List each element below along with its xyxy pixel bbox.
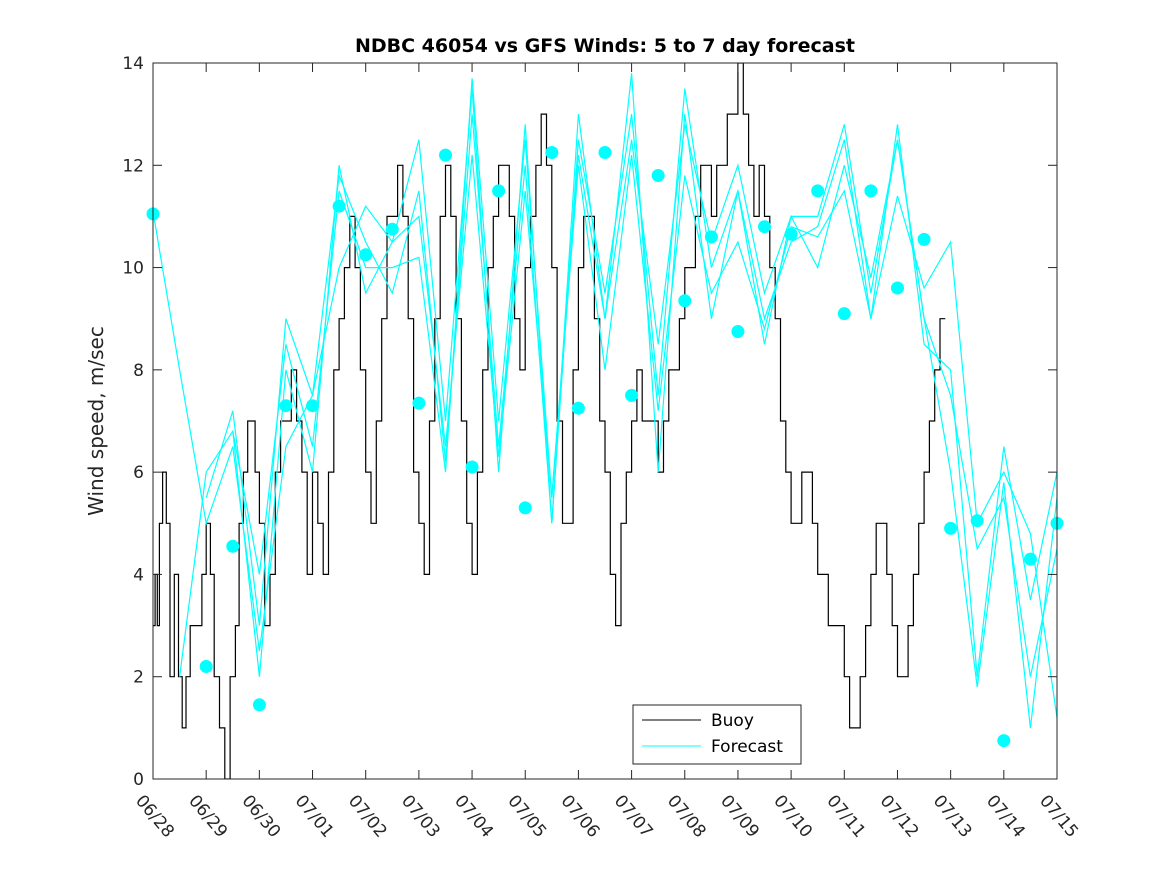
forecast-point	[385, 222, 399, 236]
legend: Buoy Forecast	[632, 704, 802, 765]
forecast-point	[465, 460, 479, 474]
forecast-point	[359, 248, 373, 262]
forecast-point	[758, 220, 771, 234]
forecast-point	[545, 146, 559, 159]
y-tick-label: 6	[133, 463, 144, 483]
x-tick-label: 07/06	[557, 791, 604, 841]
x-tick-label: 07/08	[663, 791, 710, 841]
buoy-line	[153, 63, 946, 779]
forecast-point	[226, 539, 240, 553]
forecast-line-3	[205, 88, 1057, 677]
x-tick-label: 07/07	[610, 791, 657, 841]
x-tick-label: 07/02	[344, 791, 391, 841]
legend-forecast-label: Forecast	[711, 737, 783, 757]
forecast-point	[199, 660, 213, 673]
forecast-point	[412, 396, 426, 410]
x-tick-label: 07/09	[716, 791, 763, 841]
x-tick-label: 06/29	[184, 791, 231, 841]
forecast-point	[944, 521, 958, 535]
y-tick-label: 4	[133, 565, 144, 585]
x-tick-label: 07/13	[929, 791, 976, 841]
x-tick-label: 07/03	[397, 791, 444, 841]
y-tick-label: 12	[122, 156, 144, 176]
x-tick-label: 07/15	[1035, 791, 1082, 841]
forecast-point	[970, 514, 984, 528]
forecast-point	[837, 307, 851, 321]
forecast-point	[997, 734, 1011, 748]
forecast-point	[306, 399, 319, 413]
y-axis: 0 2 4 6 8 10 12 14	[122, 54, 1057, 790]
y-axis-label: Wind speed, m/sec	[84, 326, 108, 516]
forecast-point	[917, 232, 931, 246]
forecast-point	[1023, 552, 1037, 566]
forecast-point	[598, 146, 612, 159]
forecast-point	[332, 199, 346, 213]
x-tick-label: 06/30	[238, 791, 285, 841]
x-tick-label: 07/01	[291, 791, 338, 841]
y-tick-label: 0	[133, 770, 144, 790]
forecast-point	[891, 281, 904, 295]
legend-buoy-label: Buoy	[711, 711, 754, 731]
forecast-point	[704, 230, 718, 244]
forecast-line-4	[232, 78, 1057, 728]
legend-box	[632, 704, 802, 765]
y-tick-label: 8	[133, 361, 144, 381]
x-tick-label: 07/12	[876, 791, 923, 841]
y-tick-label: 10	[122, 259, 144, 279]
plot-frame	[152, 62, 1058, 780]
forecast-point	[492, 184, 506, 198]
forecast-series	[153, 73, 1057, 728]
forecast-markers	[146, 146, 1064, 748]
x-tick-label: 07/11	[822, 791, 869, 841]
plot-area	[146, 62, 1064, 780]
y-tick-label: 14	[122, 54, 144, 74]
x-tick-label: 07/14	[982, 791, 1029, 841]
forecast-point	[279, 399, 293, 413]
forecast-point	[439, 148, 452, 162]
x-tick-label: 07/04	[450, 791, 497, 841]
forecast-point	[625, 388, 639, 402]
x-tick-label: 07/10	[769, 791, 816, 841]
forecast-point	[811, 184, 825, 198]
y-tick-label: 2	[133, 668, 144, 688]
buoy-series	[153, 63, 946, 779]
forecast-point	[784, 227, 798, 241]
x-tick-label: 06/28	[131, 791, 178, 841]
forecast-point	[731, 325, 745, 338]
forecast-point	[571, 401, 585, 415]
chart-title: NDBC 46054 vs GFS Winds: 5 to 7 day fore…	[355, 35, 855, 57]
forecast-point	[518, 501, 532, 515]
forecast-point	[864, 184, 878, 198]
forecast-point	[651, 169, 665, 182]
x-tick-label: 07/05	[503, 791, 550, 841]
forecast-point	[252, 698, 266, 712]
forecast-point	[678, 294, 692, 308]
